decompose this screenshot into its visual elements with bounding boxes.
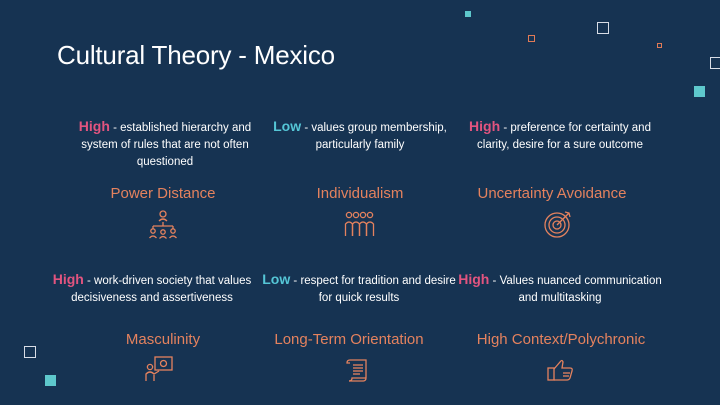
presentation-icon: [145, 356, 173, 381]
decor-square: [597, 22, 609, 34]
decor-square: [24, 346, 36, 358]
hierarchy-icon: [149, 210, 177, 239]
level-label: Low: [273, 118, 302, 134]
description-text: - respect for tradition and desire for q…: [290, 275, 456, 304]
group-icon: [344, 211, 375, 236]
dimension-name: Long-Term Orientation: [274, 331, 424, 348]
description-text: - preference for certainty and clarity, …: [477, 122, 651, 151]
decor-square: [710, 57, 720, 69]
description-text: - Values nuanced communication and multi…: [489, 275, 662, 304]
dimension-name: Masculinity: [125, 331, 201, 348]
level-label: Low: [262, 271, 291, 287]
scroll-icon: [346, 359, 367, 382]
description-text: - established hierarchy and system of ru…: [81, 122, 252, 168]
dimension-description: Low - respect for tradition and desire f…: [254, 271, 464, 307]
decor-square: [45, 375, 56, 386]
dimension-name: Uncertainty Avoidance: [477, 185, 627, 202]
dimension-description: High - work-driven society that values d…: [47, 271, 257, 307]
decor-square: [694, 86, 705, 97]
level-label: High: [52, 271, 84, 287]
target-icon: [544, 211, 571, 238]
dimension-description: Low - values group membership, particula…: [255, 118, 465, 154]
decor-square: [465, 11, 471, 17]
dimension-description: High - Values nuanced communication and …: [455, 271, 665, 307]
dimension-name: High Context/Polychronic: [476, 331, 646, 348]
description-text: - work-driven society that values decisi…: [71, 275, 252, 304]
dimension-description: High - established hierarchy and system …: [60, 118, 270, 171]
dimension-name: Power Distance: [110, 185, 216, 202]
thumbs-up-icon: [547, 359, 573, 381]
decor-square: [657, 43, 662, 48]
dimension-description: High - preference for certainty and clar…: [455, 118, 665, 154]
level-label: High: [469, 118, 501, 134]
description-text: - values group membership, particularly …: [301, 122, 447, 151]
level-label: High: [458, 271, 490, 287]
slide-title: Cultural Theory - Mexico: [57, 40, 335, 70]
decor-square: [528, 35, 535, 42]
dimension-name: Individualism: [316, 185, 404, 202]
level-label: High: [78, 118, 110, 134]
